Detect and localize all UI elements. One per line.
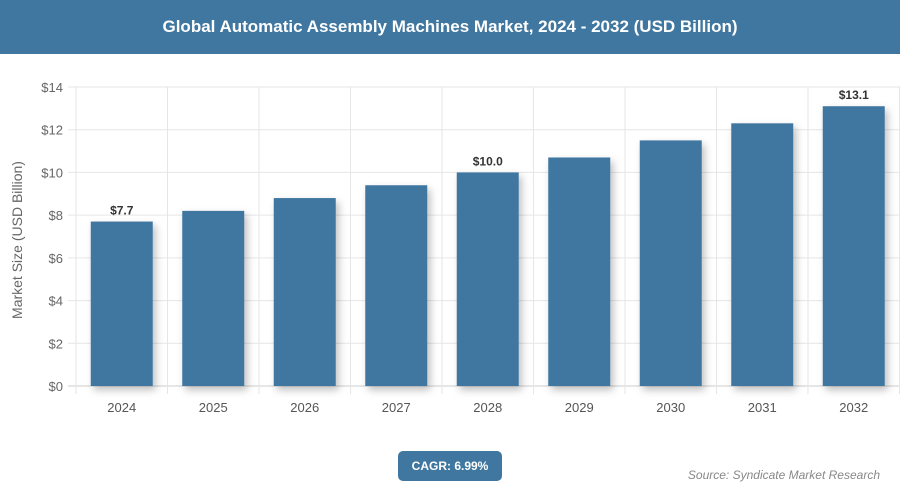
- x-tick-label: 2028: [473, 400, 502, 415]
- x-tick-label: 2027: [382, 400, 411, 415]
- x-tick-label: 2032: [839, 400, 868, 415]
- x-tick-label: 2029: [565, 400, 594, 415]
- data-label-2028: $10.0: [473, 154, 503, 168]
- x-tick-label: 2026: [290, 400, 319, 415]
- y-tick-label: $12: [41, 123, 63, 138]
- cagr-badge: CAGR: 6.99%: [398, 451, 502, 481]
- y-axis-label: Market Size (USD Billion): [9, 161, 25, 319]
- x-tick-label: 2031: [748, 400, 777, 415]
- bar-2024: [90, 221, 153, 386]
- bar-2027: [365, 185, 428, 386]
- y-tick-label: $0: [49, 379, 63, 394]
- bar-chart: $0 $2 $4 $6 $8 $10 $12 $14 2024 $7.7 2025 2026 2027 2…: [9, 80, 900, 415]
- data-label-2024: $7.7: [110, 204, 134, 218]
- y-tick-label: $8: [49, 208, 63, 223]
- bar-2029: [548, 157, 611, 386]
- y-tick-label: $10: [41, 165, 63, 180]
- source-note: Source: Syndicate Market Research: [687, 468, 880, 482]
- data-label-2032: $13.1: [839, 88, 869, 102]
- bar-2030: [639, 140, 702, 386]
- y-tick-label: $2: [49, 336, 63, 351]
- y-tick-label: $14: [41, 80, 63, 95]
- x-tick-label: 2024: [107, 400, 136, 415]
- bar-2028: [456, 172, 519, 386]
- chart-title: Global Automatic Assembly Machines Marke…: [0, 0, 900, 54]
- y-tick-label: $4: [49, 294, 63, 309]
- x-tick-label: 2025: [199, 400, 228, 415]
- bar-2025: [182, 210, 245, 386]
- bar-2032: [822, 106, 885, 386]
- bar-2031: [731, 123, 794, 387]
- y-tick-label: $6: [49, 251, 63, 266]
- bar-2026: [273, 198, 336, 386]
- x-tick-label: 2030: [656, 400, 685, 415]
